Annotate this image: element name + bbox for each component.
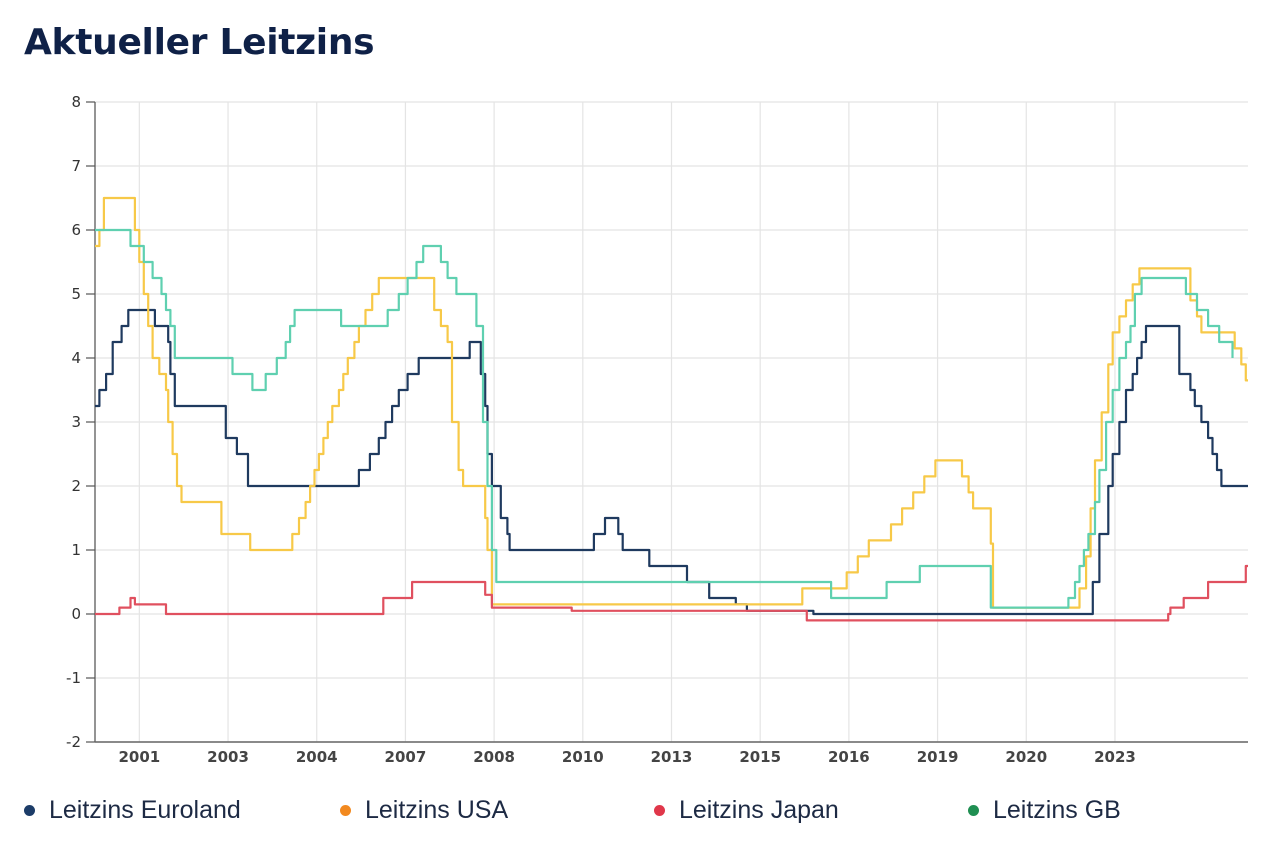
y-tick-label: 1 — [71, 541, 81, 559]
x-tick-label: 2015 — [739, 748, 781, 766]
legend-marker-icon — [24, 805, 35, 816]
legend-item-leitzins-usa[interactable]: Leitzins USA — [340, 796, 508, 825]
series-lines — [95, 196, 1248, 622]
y-tick-label: 2 — [71, 477, 81, 495]
legend: Leitzins Euroland Leitzins USA Leitzins Ja… — [0, 796, 1280, 836]
x-tick-label: 2019 — [917, 748, 959, 766]
x-tick-label: 2023 — [1094, 748, 1136, 766]
x-tick-label: 2013 — [651, 748, 693, 766]
y-tick-label: 7 — [71, 157, 81, 175]
y-axis-ticks: -2 -1 0 1 2 3 4 5 6 7 8 — [66, 93, 95, 751]
legend-marker-icon — [340, 805, 351, 816]
y-tick-label: 3 — [71, 413, 81, 431]
y-tick-label: 6 — [71, 221, 81, 239]
y-tick-label: 5 — [71, 285, 81, 303]
legend-marker-icon — [968, 805, 979, 816]
y-tick-label: 0 — [71, 605, 81, 623]
legend-item-leitzins-japan[interactable]: Leitzins Japan — [654, 796, 839, 825]
y-tick-label: -2 — [66, 733, 81, 751]
series-line-leitzins-japan — [95, 564, 1248, 622]
legend-label: Leitzins GB — [993, 796, 1121, 824]
y-tick-label: 8 — [71, 93, 81, 111]
x-tick-label: 2004 — [296, 748, 338, 766]
legend-item-leitzins-gb[interactable]: Leitzins GB — [968, 796, 1121, 825]
series-line-leitzins-usa — [95, 196, 1248, 609]
x-tick-label: 2008 — [473, 748, 515, 766]
y-tick-label: 4 — [71, 349, 81, 367]
legend-item-leitzins-euroland[interactable]: Leitzins Euroland — [24, 796, 241, 825]
x-tick-label: 2001 — [118, 748, 160, 766]
x-tick-label: 2016 — [828, 748, 870, 766]
chart-title: Aktueller Leitzins — [24, 22, 375, 63]
x-tick-label: 2003 — [207, 748, 249, 766]
legend-label: Leitzins USA — [365, 796, 509, 824]
y-tick-label: -1 — [66, 669, 81, 687]
series-line-leitzins-gb — [95, 228, 1234, 609]
grid-lines — [95, 101, 1248, 743]
series-line-leitzins-euroland — [95, 308, 1248, 616]
legend-label: Leitzins Euroland — [49, 796, 241, 824]
legend-label: Leitzins Japan — [679, 796, 839, 824]
x-axis-ticks: 2001 2003 2004 2007 2008 2010 2013 2015 2016 2019… — [118, 748, 1135, 766]
x-tick-label: 2020 — [1005, 748, 1047, 766]
x-tick-label: 2007 — [385, 748, 427, 766]
legend-marker-icon — [654, 805, 665, 816]
x-tick-label: 2010 — [562, 748, 604, 766]
